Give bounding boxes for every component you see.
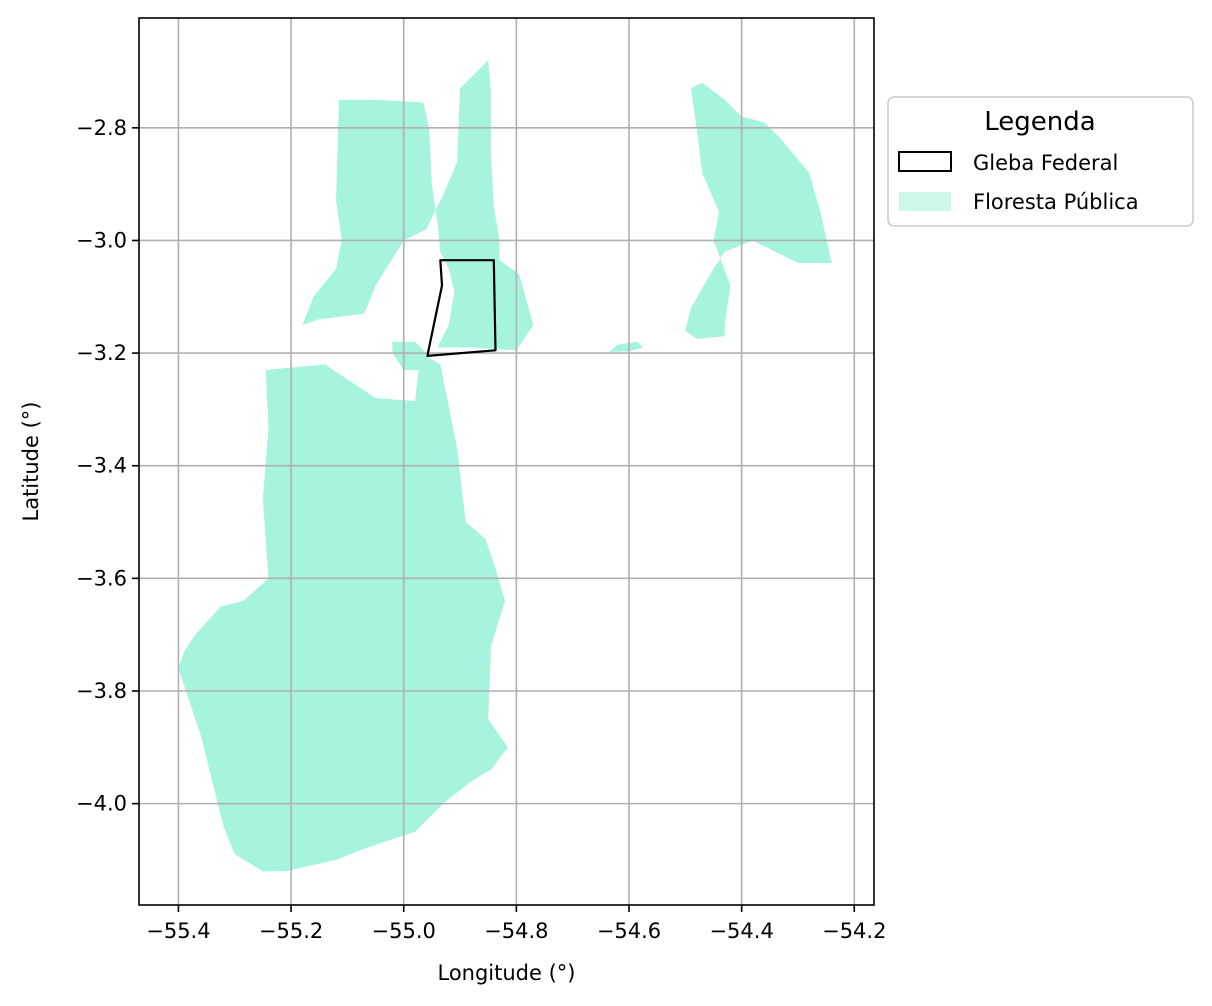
y-tick-label: −3.4 (76, 454, 127, 478)
x-tick-label: −55.2 (259, 919, 323, 943)
x-tick-label: −55.4 (146, 919, 210, 943)
y-tick-label: −2.8 (76, 116, 127, 140)
legend-label-gleba-federal: Gleba Federal (973, 151, 1118, 175)
legend-title: Legenda (984, 107, 1095, 137)
y-tick-label: −3.8 (76, 679, 127, 703)
x-axis-label: Longitude (°) (437, 961, 575, 985)
x-tick-label: −54.8 (484, 919, 548, 943)
x-tick-label: −54.6 (597, 919, 661, 943)
y-tick-label: −3.0 (76, 228, 127, 252)
y-tick-label: −3.6 (76, 566, 127, 590)
legend-label-floresta-publica: Floresta Pública (973, 190, 1139, 214)
x-tick-label: −54.4 (709, 919, 773, 943)
y-tick-label: −4.0 (76, 792, 127, 816)
x-tick-label: −55.0 (372, 919, 436, 943)
legend: Legenda Gleba Federal Floresta Pública (888, 97, 1193, 226)
y-tick-label: −3.2 (76, 341, 127, 365)
y-axis-label: Latitude (°) (19, 402, 43, 522)
x-tick-label: −54.2 (822, 919, 886, 943)
legend-swatch-floresta-publica (899, 192, 951, 211)
